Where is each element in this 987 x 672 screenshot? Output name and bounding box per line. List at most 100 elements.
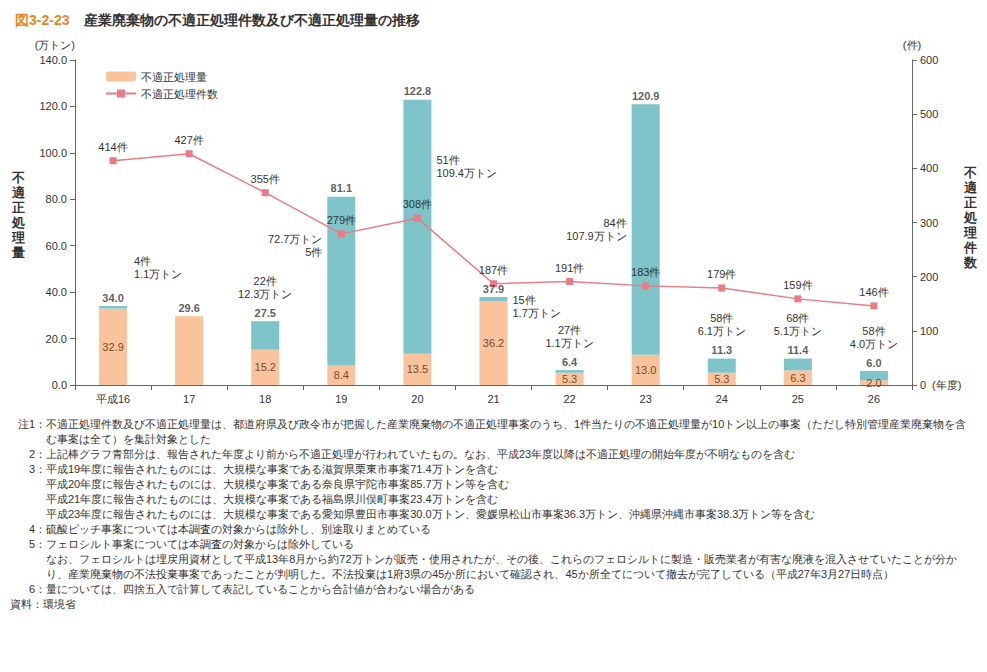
svg-text:5.3: 5.3 (562, 373, 577, 385)
svg-text:179件: 179件 (707, 268, 736, 280)
svg-text:40.0: 40.0 (46, 286, 67, 298)
html-text:なお、フェロシルトは埋戻用資材として平成13年8月から約72: なお、フェロシルトは埋戻用資材として平成13年8月から約72万トンが販売・使用さ… (46, 553, 957, 580)
svg-text:27.5: 27.5 (255, 307, 276, 319)
svg-text:32.9: 32.9 (102, 341, 123, 353)
svg-text:件: 件 (963, 240, 977, 255)
svg-text:11.3: 11.3 (711, 344, 732, 356)
svg-text:不: 不 (11, 170, 25, 185)
svg-text:200: 200 (920, 271, 938, 283)
svg-text:6.0: 6.0 (866, 357, 881, 369)
svg-text:13.0: 13.0 (635, 364, 656, 376)
svg-text:6.1万トン: 6.1万トン (698, 325, 746, 337)
svg-text:191件: 191件 (555, 262, 584, 274)
svg-text:11.4: 11.4 (787, 344, 809, 356)
svg-text:72.7万トン: 72.7万トン (268, 233, 322, 245)
svg-text:正: 正 (963, 195, 977, 210)
svg-text:15件: 15件 (513, 294, 536, 306)
svg-text:58件: 58件 (862, 325, 885, 337)
svg-text:187件: 187件 (479, 264, 508, 276)
svg-text:355件: 355件 (251, 173, 280, 185)
svg-text:6.4: 6.4 (562, 356, 578, 368)
svg-text:15.2: 15.2 (255, 361, 276, 373)
svg-text:18: 18 (259, 393, 271, 405)
svg-text:279件: 279件 (327, 214, 356, 226)
svg-text:(万トン): (万トン) (35, 39, 75, 51)
svg-text:24: 24 (716, 393, 728, 405)
svg-text:159件: 159件 (783, 279, 812, 291)
svg-text:6.3: 6.3 (790, 372, 805, 384)
svg-text:5件: 5件 (305, 246, 322, 258)
svg-text:(年度): (年度) (932, 379, 961, 391)
svg-text:146件: 146件 (859, 286, 888, 298)
svg-text:22: 22 (563, 393, 575, 405)
svg-text:500: 500 (920, 108, 938, 120)
svg-text:81.1: 81.1 (331, 182, 352, 194)
svg-text:処: 処 (11, 215, 25, 230)
svg-text:36.2: 36.2 (483, 337, 504, 349)
svg-text:25: 25 (792, 393, 804, 405)
svg-text:37.9: 37.9 (483, 283, 504, 295)
svg-text:100: 100 (920, 325, 938, 337)
svg-text:100.0: 100.0 (39, 147, 67, 159)
svg-text:20.0: 20.0 (46, 333, 67, 345)
svg-text:理: 理 (11, 230, 25, 245)
svg-text:400: 400 (920, 162, 938, 174)
svg-text:0: 0 (920, 379, 926, 391)
svg-text:数: 数 (963, 255, 978, 270)
svg-text:4.0万トン: 4.0万トン (850, 338, 898, 350)
svg-text:80.0: 80.0 (46, 193, 67, 205)
svg-text:適: 適 (11, 185, 26, 200)
svg-text:427件: 427件 (174, 134, 203, 146)
svg-text:(件): (件) (903, 39, 921, 51)
svg-text:34.0: 34.0 (102, 292, 123, 304)
svg-text:120.0: 120.0 (39, 100, 67, 112)
svg-text:1.1万トン: 1.1万トン (134, 268, 182, 280)
svg-text:5.1万トン: 5.1万トン (774, 325, 822, 337)
svg-text:平成16: 平成16 (96, 393, 130, 405)
svg-text:不: 不 (963, 165, 977, 180)
svg-text:23: 23 (640, 393, 652, 405)
svg-text:414件: 414件 (98, 141, 127, 153)
svg-text:産業廃棄物の不適正処理件数及び不適正処理量の推移: 産業廃棄物の不適正処理件数及び不適正処理量の推移 (83, 12, 420, 28)
svg-text:120.9: 120.9 (632, 90, 660, 102)
svg-text:量: 量 (11, 245, 25, 260)
svg-text:13.5: 13.5 (407, 363, 428, 375)
svg-text:12.3万トン: 12.3万トン (238, 288, 292, 300)
svg-text:68件: 68件 (786, 312, 809, 324)
svg-text:図3-2-23: 図3-2-23 (15, 12, 70, 28)
svg-text:不適正処理量: 不適正処理量 (141, 71, 207, 83)
svg-text:27件: 27件 (558, 324, 581, 336)
svg-text:183件: 183件 (631, 266, 660, 278)
svg-text:正: 正 (11, 200, 25, 215)
svg-text:140.0: 140.0 (39, 54, 67, 66)
svg-text:58件: 58件 (710, 312, 733, 324)
svg-text:84件: 84件 (603, 217, 626, 229)
svg-text:60.0: 60.0 (46, 240, 67, 252)
html-text:注1：不適正処理件数及び不適正処理量は、都道府県及び政令市が: 注1：不適正処理件数及び不適正処理量は、都道府県及び政令市が把握した産業廃棄物の… (17, 418, 967, 445)
svg-text:8.4: 8.4 (334, 369, 349, 381)
svg-text:2.0: 2.0 (866, 377, 881, 389)
svg-text:5.3: 5.3 (714, 373, 729, 385)
svg-text:0.0: 0.0 (52, 379, 67, 391)
svg-text:1.1万トン: 1.1万トン (545, 337, 593, 349)
svg-text:122.8: 122.8 (404, 85, 432, 97)
svg-text:不適正処理件数: 不適正処理件数 (141, 88, 218, 100)
svg-text:1.7万トン: 1.7万トン (513, 307, 561, 319)
svg-text:26: 26 (868, 393, 880, 405)
svg-text:17: 17 (183, 393, 195, 405)
svg-text:300: 300 (920, 217, 938, 229)
svg-text:51件: 51件 (436, 154, 459, 166)
svg-text:20: 20 (411, 393, 423, 405)
svg-text:理: 理 (963, 225, 977, 240)
svg-text:処: 処 (963, 210, 977, 225)
svg-text:適: 適 (963, 180, 978, 195)
svg-text:600: 600 (920, 54, 938, 66)
svg-text:19: 19 (335, 393, 347, 405)
svg-text:308件: 308件 (403, 198, 432, 210)
svg-text:107.9万トン: 107.9万トン (566, 230, 627, 242)
svg-text:4件: 4件 (134, 255, 151, 267)
svg-text:21: 21 (487, 393, 499, 405)
svg-text:22件: 22件 (254, 275, 277, 287)
svg-text:29.6: 29.6 (178, 302, 199, 314)
svg-text:109.4万トン: 109.4万トン (436, 167, 497, 179)
